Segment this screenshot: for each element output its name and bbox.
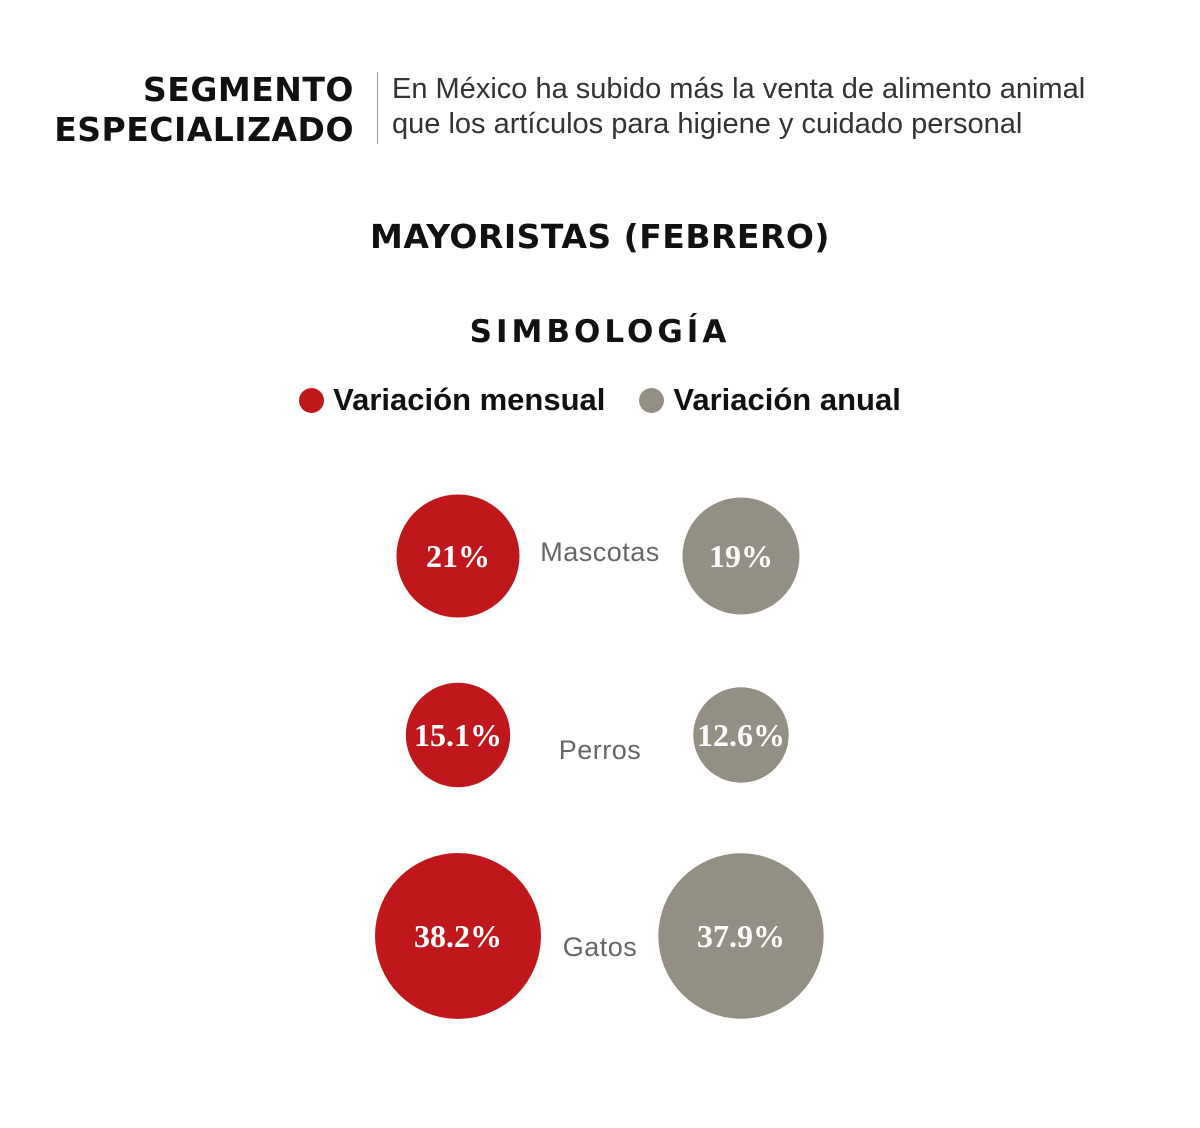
category-label-perros: Perros (559, 735, 642, 765)
legend-dot-mensual (299, 387, 325, 413)
value-label-mensual-mascotas: 21% (426, 538, 490, 574)
chart-title: MAYORISTAS (FEBRERO) (369, 217, 830, 256)
bubble-anual-perros (693, 687, 789, 783)
legend-item-mensual: Variación mensual (299, 382, 605, 418)
value-label-mensual-gatos: 38.2% (414, 918, 502, 954)
subtitle: En México ha subido más la venta de alim… (392, 72, 1085, 142)
legend-label-anual: Variación anual (673, 382, 901, 417)
value-label-anual-mascotas: 19% (709, 538, 773, 574)
category-label-gatos: Gatos (563, 932, 638, 962)
title-line-2: ESPECIALIZADO (54, 110, 354, 149)
legend: Variación mensual Variación anual (0, 382, 1200, 418)
header: SEGMENTO ESPECIALIZADO En México ha subi… (0, 68, 1200, 150)
page-title: SEGMENTO ESPECIALIZADO (54, 70, 354, 150)
bubble-anual-mascotas (682, 497, 800, 615)
bubble-anual-gatos (658, 853, 824, 1019)
bubble-mensual-mascotas (396, 494, 520, 618)
header-divider (377, 72, 378, 144)
legend-title: SIMBOLOGÍA (469, 314, 731, 350)
value-label-anual-perros: 12.6% (697, 717, 785, 753)
bubble-mensual-gatos (375, 853, 541, 1019)
legend-item-anual: Variación anual (639, 382, 901, 418)
subtitle-line-2: que los artículos para higiene y cuidado… (392, 108, 1023, 140)
legend-label-mensual: Variación mensual (333, 382, 606, 417)
value-label-anual-gatos: 37.9% (697, 918, 785, 954)
bubble-mensual-perros (405, 682, 511, 788)
legend-dot-anual (639, 387, 665, 413)
value-label-mensual-perros: 15.1% (414, 717, 502, 753)
subtitle-line-1: En México ha subido más la venta de alim… (392, 73, 1086, 105)
title-line-1: SEGMENTO (143, 70, 354, 109)
category-label-mascotas: Mascotas (540, 537, 660, 567)
